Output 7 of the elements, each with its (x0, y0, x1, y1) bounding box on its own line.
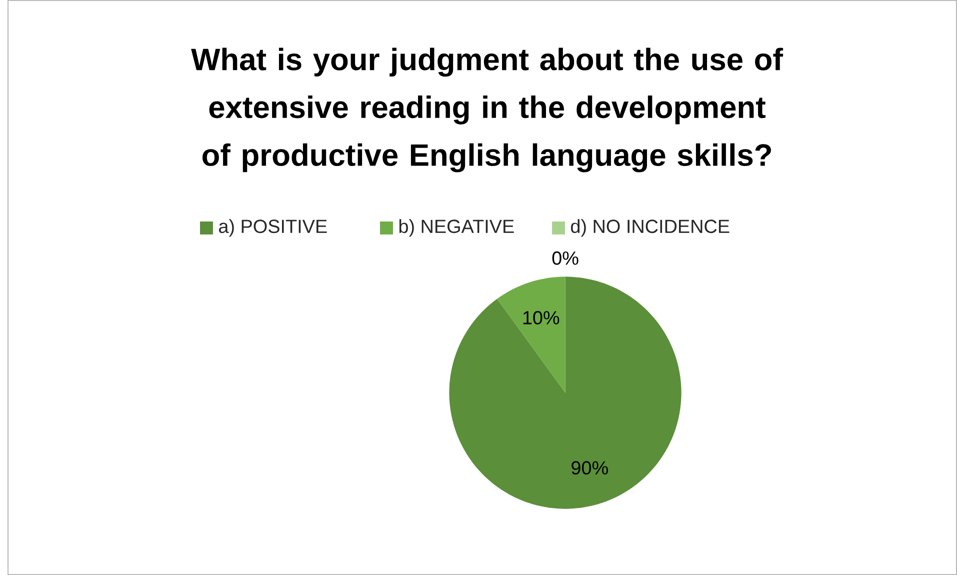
text: 0% (552, 251, 578, 265)
data-label: 90% (572, 461, 608, 475)
legend-label: b) NEGATIVE (399, 219, 514, 237)
legend-label: a) POSITIVE (219, 219, 327, 237)
chart-title: What is your judgment about the use of extensive reading in the development of productive English language skills? (191, 48, 784, 172)
data-label: 10% (523, 310, 560, 324)
legend-label: d) NO INCIDENCE (571, 219, 730, 237)
